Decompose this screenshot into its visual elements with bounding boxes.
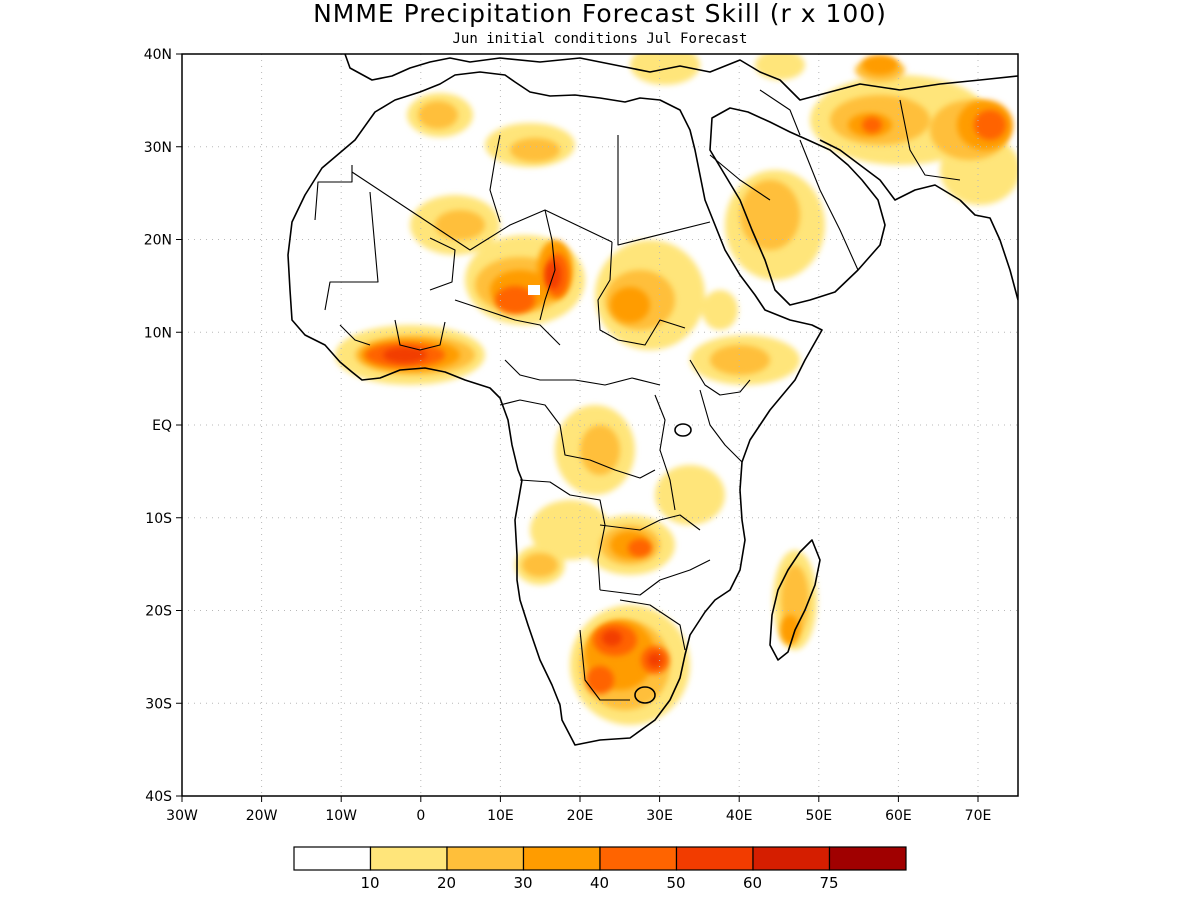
colorbar-swatch	[675, 846, 754, 871]
lon-tick-label: 0	[416, 808, 425, 824]
arabia-coastline	[709, 107, 886, 306]
lat-tick-label: 10N	[144, 325, 172, 341]
colorbar-label: 40	[590, 874, 609, 892]
lat-tick-label: 40S	[145, 789, 172, 805]
colorbar-label: 60	[743, 874, 762, 892]
lat-tick-label: 10S	[145, 511, 172, 527]
coastlines-layer	[287, 54, 1018, 746]
lat-tick-label: 30N	[144, 140, 172, 156]
skill-shading-layer	[335, 54, 1018, 725]
lon-tick-label: 20W	[246, 808, 278, 824]
lat-tick-label: 20N	[144, 233, 172, 249]
colorbar-swatches	[293, 846, 907, 871]
latitude-tick-labels: 40N 30N 20N 10N EQ 10S 20S 30S 40S	[144, 47, 172, 805]
colorbar-swatch	[752, 846, 831, 871]
gulf-coastline	[819, 139, 961, 201]
colorbar-label: 30	[513, 874, 532, 892]
colorbar-label: 50	[666, 874, 685, 892]
lat-tick-label: EQ	[152, 418, 172, 434]
lon-tick-label: 50E	[805, 808, 832, 824]
colorbar-labels: 10 20 30 40 50 60 75	[360, 874, 838, 892]
colorbar-legend: 10 20 30 40 50 60 75	[293, 846, 907, 892]
europe-coastline	[344, 54, 1018, 101]
colorbar-swatch	[522, 846, 601, 871]
africa-coastline	[287, 71, 823, 746]
colorbar-label: 75	[819, 874, 838, 892]
colorbar-label: 20	[437, 874, 456, 892]
lon-tick-label: 10E	[487, 808, 514, 824]
lon-tick-label: 20E	[567, 808, 594, 824]
skill-regions-level-10	[335, 54, 1018, 725]
axis-ticks	[176, 53, 979, 802]
lat-tick-label: 30S	[145, 696, 172, 712]
lon-tick-label: 40E	[726, 808, 753, 824]
lake-victoria-coastline	[674, 423, 692, 437]
lon-tick-label: 30E	[646, 808, 673, 824]
colorbar-swatch	[369, 846, 448, 871]
country-borders-layer	[314, 89, 961, 701]
lesotho-outline	[634, 686, 656, 704]
graticule-grid	[182, 54, 1018, 796]
colorbar-swatch	[446, 846, 525, 871]
lat-tick-label: 20S	[145, 604, 172, 620]
colorbar-swatch	[599, 846, 678, 871]
lat-tick-label: 40N	[144, 47, 172, 63]
lon-tick-label: 10W	[325, 808, 357, 824]
map-title: NMME Precipitation Forecast Skill (r x 1…	[313, 0, 887, 28]
madagascar-coastline	[769, 539, 821, 661]
lon-tick-label: 70E	[965, 808, 992, 824]
map-subtitle: Jun initial conditions Jul Forecast	[452, 31, 747, 47]
india-coastline	[959, 199, 1018, 301]
longitude-tick-labels: 30W 20W 10W 0 10E 20E 30E 40E 50E 60E 70…	[166, 808, 991, 824]
colorbar-label: 10	[360, 874, 379, 892]
map-plot-area	[182, 54, 1018, 796]
colorbar-swatch	[828, 846, 907, 871]
lon-tick-label: 60E	[885, 808, 912, 824]
colorbar-swatch	[293, 846, 372, 871]
lon-tick-label: 30W	[166, 808, 198, 824]
